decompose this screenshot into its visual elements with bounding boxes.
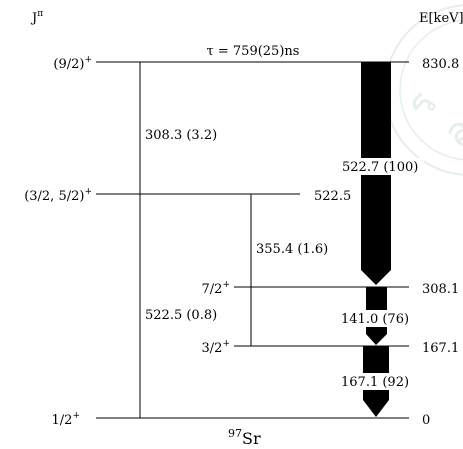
level-spin-522: (3/2, 5/2)+ (24, 187, 92, 204)
level-spin-167: 3/2+ (202, 339, 230, 356)
level-energy-830: 830.8 (422, 57, 459, 72)
transition-label-522-7: 522.7 (100) (342, 160, 418, 175)
watermark-seal: ร ล (384, 4, 463, 176)
level-spin-0: 1/2+ (52, 411, 80, 428)
spin-parity-header: Jπ (30, 9, 43, 26)
level-spin-830: (9/2)+ (53, 55, 92, 72)
transition-label-355: 355.4 (1.6) (256, 242, 328, 257)
transition-label-141: 141.0 (76) (341, 312, 409, 327)
transition-label-167: 167.1 (92) (341, 375, 409, 390)
transition-label-308: 308.3 (3.2) (145, 128, 217, 143)
transition-label-522-to-0: 522.5 (0.8) (145, 308, 217, 323)
energy-header: E[keV] (419, 11, 463, 26)
nucleus-label: 97Sr (228, 427, 261, 448)
level-energy-0: 0 (422, 413, 430, 428)
level-energy-522: 522.5 (314, 189, 351, 204)
level-energy-167: 167.1 (422, 341, 459, 356)
level-energy-308: 308.1 (422, 282, 459, 297)
lifetime-label: τ = 759(25)ns (207, 44, 300, 59)
level-spin-308: 7/2+ (202, 280, 230, 297)
